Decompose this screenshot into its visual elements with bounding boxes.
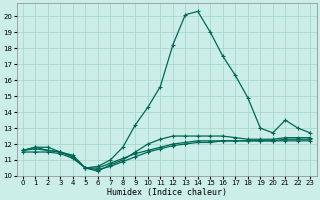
X-axis label: Humidex (Indice chaleur): Humidex (Indice chaleur) (107, 188, 227, 197)
